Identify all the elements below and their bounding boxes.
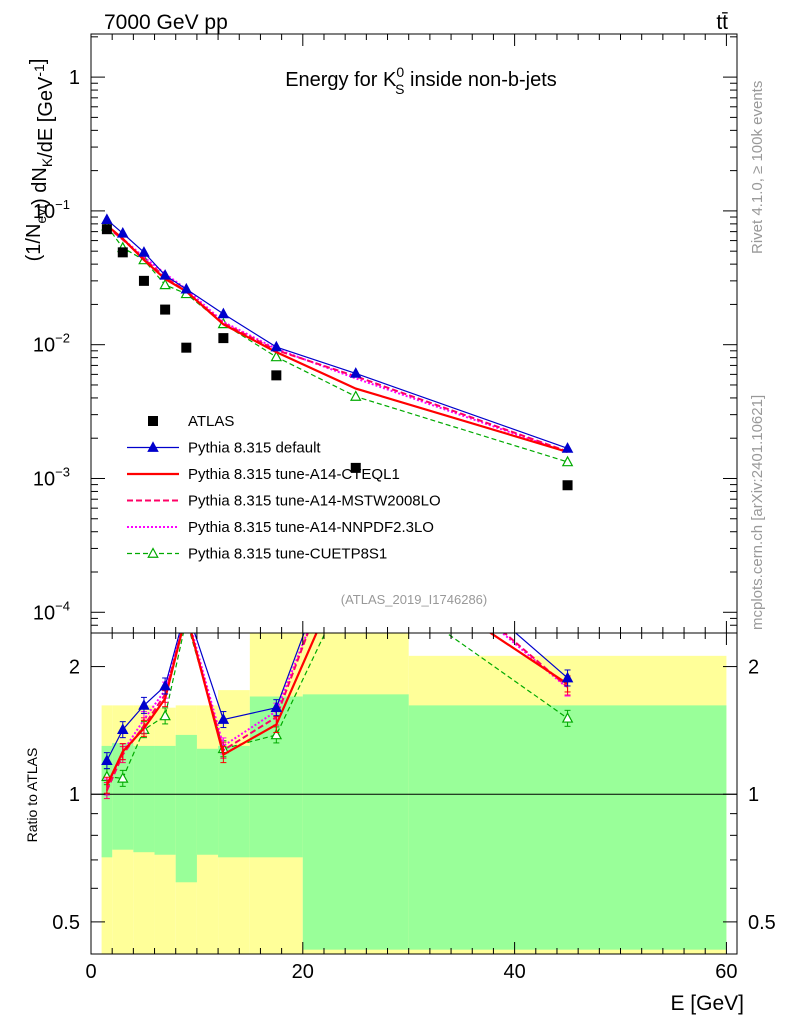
- green-band: [101, 745, 113, 858]
- ratio-y-axis-label: Ratio to ATLAS: [24, 748, 40, 843]
- ratio-line-4: [106, 633, 568, 780]
- ratio-marker: [270, 728, 283, 740]
- ratio-axes: 0 20 40 60 0.5 0.5 1 1 2 2: [52, 633, 776, 983]
- series-line-2: [106, 224, 568, 453]
- x-tick-label: 60: [715, 961, 737, 983]
- series-marker-1: [349, 367, 362, 378]
- series-marker-5: [159, 278, 171, 290]
- ratio-marker: [138, 699, 150, 710]
- y-tick-label: 1: [69, 784, 80, 806]
- x-tick-label: 20: [292, 961, 314, 983]
- ratio-marker: [561, 671, 574, 683]
- legend-marker: [147, 441, 159, 452]
- y-tick-label: 10−1: [33, 197, 70, 223]
- y-tick-label-right: 0.5: [748, 912, 776, 934]
- ratio-marker: [159, 679, 171, 691]
- data-point: [181, 342, 192, 353]
- green-band: [302, 694, 409, 950]
- rivet-label: Rivet 4.1.0, ≥ 100k events: [749, 81, 766, 254]
- ratio-series-group: [101, 633, 574, 800]
- series-marker-1: [138, 246, 150, 257]
- data-point: [101, 224, 112, 235]
- series-marker-1: [180, 282, 193, 294]
- legend-label: Pythia 8.315 tune-CUETP8S1: [188, 546, 387, 563]
- legend-label: ATLAS: [188, 413, 234, 430]
- y-tick-label-right: 2: [748, 657, 759, 679]
- green-band: [112, 743, 134, 850]
- legend-marker-data: [148, 416, 158, 426]
- series-marker-5: [349, 390, 362, 401]
- ratio-panel-frame: [90, 632, 738, 955]
- series-marker-1: [159, 269, 171, 280]
- ratio-panel: 0 20 40 60 0.5 0.5 1 1 2 2 Ratio to ATLAS E [GeV]: [24, 632, 776, 1015]
- ratio-marker: [561, 712, 574, 723]
- ratio-marker: [159, 709, 171, 721]
- data-point: [117, 247, 128, 258]
- data-point: [160, 304, 171, 315]
- data-point: [350, 462, 361, 473]
- series-marker-5: [561, 455, 574, 467]
- legend-marker: [147, 547, 159, 558]
- legend: ATLAS Pythia 8.315 default Pythia 8.315 tu…: [127, 413, 441, 563]
- chart-title: Energy for K0 S inside non-b-jets: [285, 64, 557, 97]
- series-marker-1: [117, 227, 129, 238]
- green-band: [133, 745, 155, 853]
- y-tick-label: 2: [69, 657, 80, 679]
- ratio-marker: [117, 723, 129, 735]
- green-band: [218, 745, 250, 858]
- ratio-plot-content: [91, 633, 737, 954]
- legend-label: Pythia 8.315 tune-A14-MSTW2008LO: [188, 493, 441, 510]
- x-tick-label: 40: [503, 961, 525, 983]
- y-axis-label: (1/Nevt) dNK/dE [GeV-1]: [23, 59, 57, 262]
- legend-label: Pythia 8.315 tune-A14-CTEQL1: [188, 466, 400, 483]
- ratio-marker: [217, 713, 230, 724]
- series-marker-1: [217, 307, 230, 319]
- x-tick-label: 0: [85, 961, 96, 983]
- main-plot-content: [101, 213, 574, 491]
- energy-label: 7000 GeV pp: [104, 11, 228, 34]
- y-tick-label: 0.5: [52, 912, 80, 934]
- band-group: [101, 633, 727, 954]
- series-line-4: [106, 225, 568, 454]
- x-axis-label: E [GeV]: [670, 992, 744, 1015]
- y-tick-label-right: 1: [748, 784, 759, 806]
- ratio-marker: [117, 772, 129, 783]
- series-marker-1: [270, 340, 283, 352]
- mcplots-label: mcplots.cern.ch [arXiv:2401.10621]: [749, 395, 766, 630]
- y-tick-label: 1: [69, 67, 80, 89]
- data-point: [138, 275, 149, 286]
- ratio-marker: [270, 701, 283, 713]
- y-tick-label: 10−3: [33, 464, 70, 490]
- process-label: tt̄: [716, 11, 728, 34]
- series-line-1: [106, 219, 568, 449]
- ratio-marker: [101, 754, 113, 766]
- green-band: [408, 705, 727, 950]
- green-band: [175, 734, 197, 883]
- y-tick-label: 10−2: [33, 331, 70, 357]
- main-panel: 1 10−1 10−2 10−3 10−4 Energy for K0 S inside …: [23, 33, 738, 634]
- y-tick-label: 10−4: [33, 598, 70, 624]
- green-band: [196, 748, 219, 855]
- legend-label: Pythia 8.315 default: [188, 440, 321, 457]
- main-axes: 1 10−1 10−2 10−3 10−4: [33, 34, 737, 634]
- ratio-line-0: [106, 633, 568, 761]
- data-point: [218, 333, 229, 344]
- legend-label: Pythia 8.315 tune-A14-NNPDF2.3LO: [188, 519, 434, 536]
- series-marker-1: [101, 213, 113, 225]
- ratio-line-1: [105, 633, 569, 786]
- green-band: [154, 745, 176, 855]
- analysis-label: (ATLAS_2019_I1746286): [341, 592, 487, 607]
- series-marker-5: [270, 350, 283, 362]
- main-panel-frame: [90, 33, 738, 634]
- series-line-3: [106, 226, 568, 453]
- series-marker-1: [561, 442, 574, 453]
- data-point: [562, 480, 573, 491]
- data-point: [271, 370, 282, 381]
